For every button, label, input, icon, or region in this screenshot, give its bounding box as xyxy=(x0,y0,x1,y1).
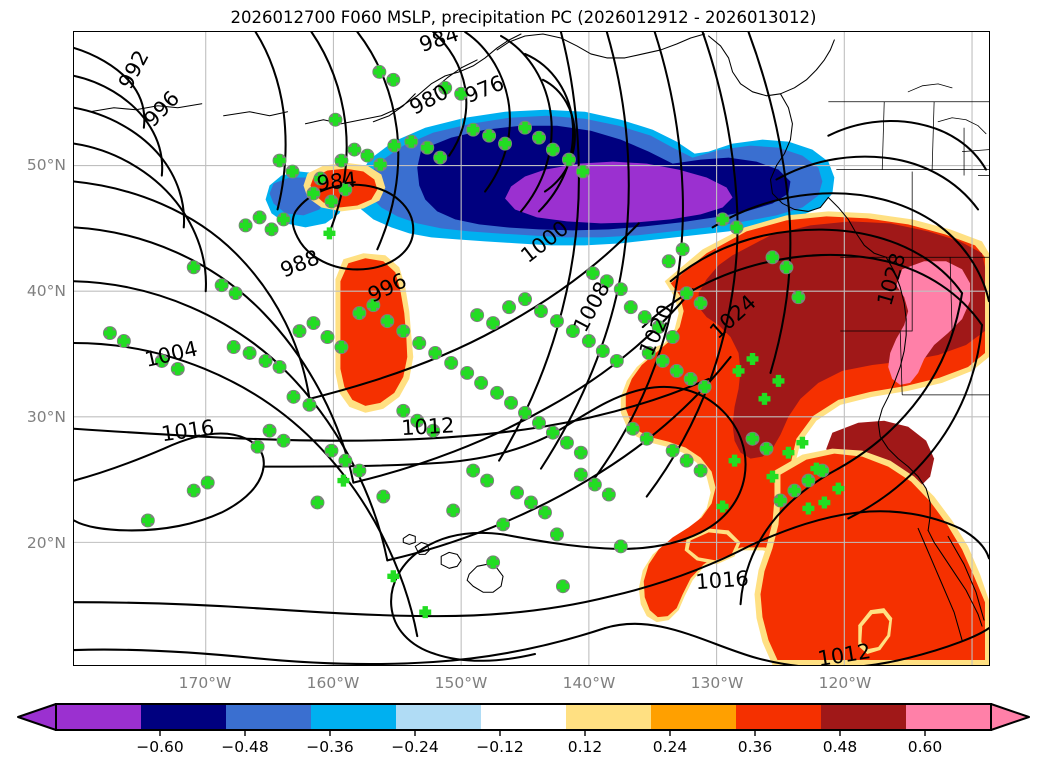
x-tick-label-0: 170°W xyxy=(178,674,232,692)
colorbar-cell-9[interactable] xyxy=(821,704,907,730)
svg-text:1016: 1016 xyxy=(160,415,216,446)
x-tick-label-4: 130°W xyxy=(690,674,744,692)
svg-text:1004: 1004 xyxy=(143,336,200,371)
coastlines xyxy=(89,33,987,641)
colorbar-tick-label-5: 0.12 xyxy=(567,738,603,756)
map-plot-area: 992 996 984 980 976 984 988 996 1000 100… xyxy=(73,31,990,666)
colorbar-tick-label-0: −0.60 xyxy=(136,738,184,756)
fill-pos-blob-a xyxy=(861,613,890,650)
page-title: 2026012700 F060 MSLP, precipitation PC (… xyxy=(230,8,817,27)
fill-pos-blob-b xyxy=(688,532,737,561)
colorbar-cell-4[interactable] xyxy=(396,704,482,730)
station-plus-markers xyxy=(103,65,845,619)
colorbar-tick-label-4: −0.12 xyxy=(476,738,524,756)
colorbar-extend-under xyxy=(17,703,57,731)
colorbar-cell-3[interactable] xyxy=(311,704,397,730)
colorbar-extend-over xyxy=(990,703,1030,731)
svg-text:992: 992 xyxy=(114,46,154,93)
fill-pos-mexico xyxy=(760,453,986,661)
colorbar-cell-7[interactable] xyxy=(651,704,737,730)
y-tick-label-0: 50°N xyxy=(26,156,66,174)
svg-text:984: 984 xyxy=(416,32,461,57)
colorbar-tick-label-8: 0.48 xyxy=(822,738,858,756)
filled-contour-regions xyxy=(265,109,989,665)
x-tick-label-3: 140°W xyxy=(562,674,616,692)
mslp-isobars xyxy=(74,32,989,665)
y-tick-label-3: 20°N xyxy=(26,534,66,552)
colorbar-cell-0[interactable] xyxy=(56,704,142,730)
colorbar-tick-label-3: −0.24 xyxy=(391,738,439,756)
colorbar: −0.60 −0.48 −0.36 −0.24 −0.12 0.12 0.24 0.36 0.4… xyxy=(0,700,1047,765)
svg-text:1012: 1012 xyxy=(401,413,456,440)
x-tick-label-1: 160°W xyxy=(306,674,360,692)
x-tick-label-5: 120°W xyxy=(818,674,872,692)
colorbar-swatches[interactable] xyxy=(0,700,1047,740)
colorbar-tick-label-7: 0.36 xyxy=(737,738,773,756)
fill-pos-central xyxy=(340,258,408,406)
colorbar-cell-10[interactable] xyxy=(906,704,992,730)
y-tick-label-1: 40°N xyxy=(26,282,66,300)
colorbar-tick-label-6: 0.24 xyxy=(652,738,688,756)
svg-text:996: 996 xyxy=(139,86,184,131)
colorbar-cell-8[interactable] xyxy=(736,704,822,730)
svg-text:984: 984 xyxy=(316,168,358,196)
svg-text:988: 988 xyxy=(277,245,323,282)
colorbar-cell-5[interactable] xyxy=(481,704,567,730)
svg-text:976: 976 xyxy=(461,71,507,108)
colorbar-outline xyxy=(55,703,992,731)
colorbar-cell-1[interactable] xyxy=(141,704,227,730)
colorbar-tick-label-1: −0.48 xyxy=(221,738,269,756)
colorbar-cell-6[interactable] xyxy=(566,704,652,730)
svg-text:1016: 1016 xyxy=(695,566,750,594)
colorbar-cell-2[interactable] xyxy=(226,704,312,730)
map-canvas: 992 996 984 980 976 984 988 996 1000 100… xyxy=(74,32,989,665)
colorbar-tick-label-9: 0.60 xyxy=(907,738,943,756)
colorbar-tick-label-2: −0.36 xyxy=(306,738,354,756)
x-tick-label-2: 150°W xyxy=(434,674,488,692)
y-tick-label-2: 30°N xyxy=(26,408,66,426)
